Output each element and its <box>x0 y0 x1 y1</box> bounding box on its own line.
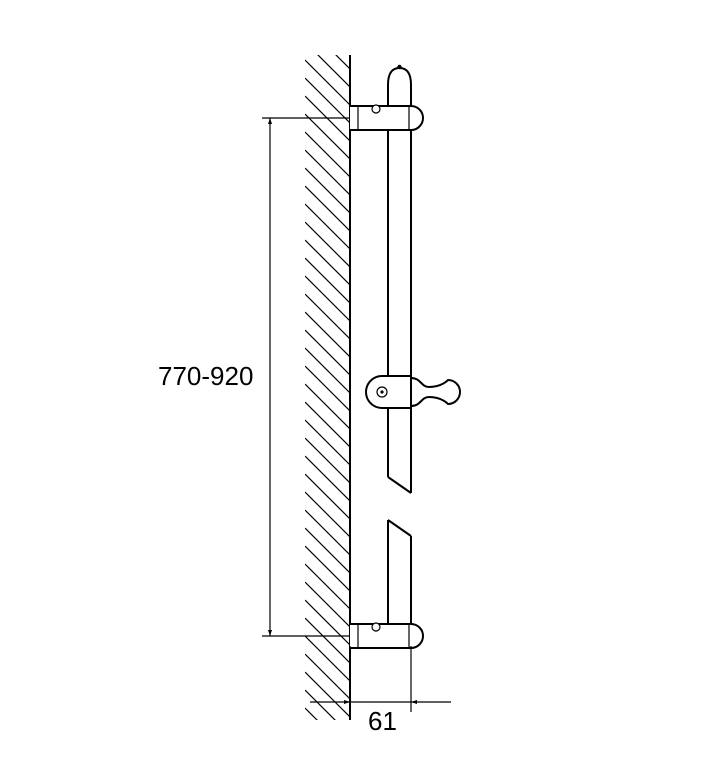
dim-horizontal-label: 61 <box>368 706 397 736</box>
dim-vertical-label: 770-920 <box>158 361 253 391</box>
